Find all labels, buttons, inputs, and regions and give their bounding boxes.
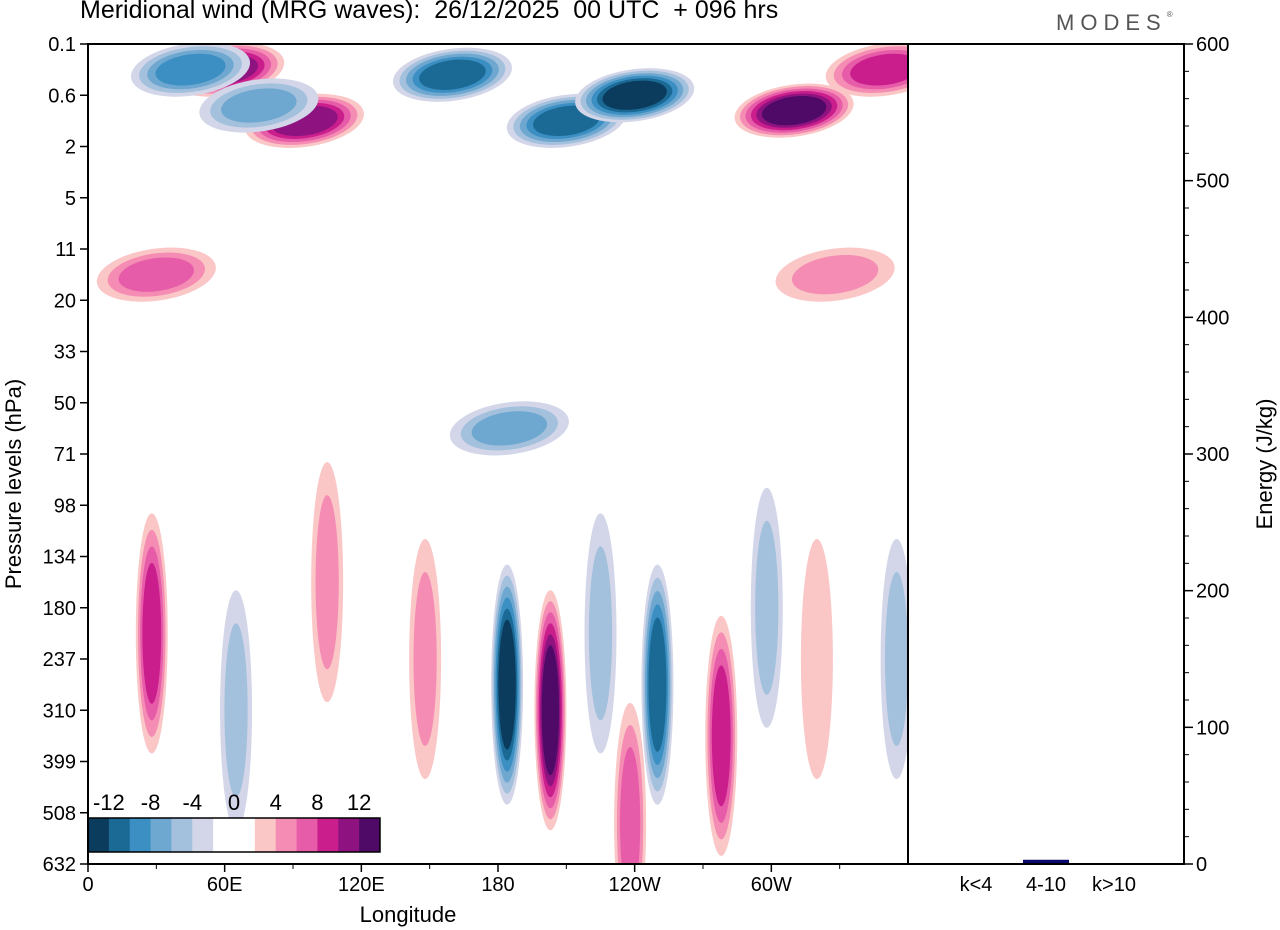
- colorbar-swatch: [234, 818, 256, 852]
- energy-y-tick-label: 300: [1196, 444, 1229, 466]
- contour-ring-8-3: [850, 53, 908, 86]
- energy-y-tick-label: 0: [1196, 854, 1207, 876]
- contour-ring-6-5: [602, 80, 667, 110]
- colorbar-swatch: [338, 818, 360, 852]
- x-tick-label: 120E: [338, 874, 385, 896]
- modes-logo: MODES®: [1056, 10, 1173, 35]
- contour-ring-3-2: [221, 88, 297, 123]
- colorbar-label: -4: [183, 790, 203, 815]
- contour-ring-7-5: [761, 95, 827, 126]
- x-tick-label: 60E: [207, 874, 243, 896]
- colorbar-swatch: [129, 818, 152, 852]
- y-axis-label: Pressure levels (hPa): [1, 379, 26, 589]
- colorbar-swatch: [275, 818, 298, 852]
- colorbar-label: -8: [141, 790, 161, 815]
- y-tick-label: 399: [43, 752, 76, 774]
- colorbar-label: 4: [270, 790, 282, 815]
- energy-bars: [953, 859, 1137, 864]
- contour-ring-19-2: [620, 747, 641, 864]
- contour-ring-16-5: [498, 619, 516, 750]
- contour-ring-11-1: [791, 254, 879, 295]
- contour-ring-12-3: [142, 562, 162, 704]
- y-tick-label: 237: [43, 649, 76, 671]
- contour-ring-23-0: [800, 539, 833, 779]
- axes: 0.1 0.6 2 5 11 20 33 50 71 98 134 180 237 310 399 508 63…: [1, 34, 1277, 927]
- contour-ring-15-1: [413, 572, 437, 746]
- y-tick-label: 180: [43, 598, 76, 620]
- y-tick-label: 5: [65, 188, 76, 210]
- contour-ring-10-2: [471, 411, 548, 446]
- contour-ring-20-4: [648, 617, 667, 752]
- energy-axis-label: Energy (J/kg): [1252, 399, 1277, 530]
- y-tick-label: 310: [43, 700, 76, 722]
- colorbar-label: 0: [228, 790, 240, 815]
- colorbar-swatch: [296, 818, 318, 852]
- contour-ring-24-1: [885, 572, 908, 746]
- x-tick-label: 120W: [609, 874, 661, 896]
- x-tick-label: 0: [82, 874, 93, 896]
- contour-ring-9-2: [118, 257, 195, 292]
- colorbar: -12 -8 -4 0 4 8 12: [87, 790, 381, 853]
- colorbar-swatch: [108, 818, 131, 852]
- x-axis-label: Longitude: [360, 902, 457, 927]
- energy-y-tick-label: 500: [1196, 171, 1229, 193]
- colorbar-swatch: [192, 818, 214, 852]
- energy-y-tick-label: 100: [1196, 717, 1229, 739]
- colorbar-label: -12: [93, 790, 125, 815]
- energy-category-label: k>10: [1092, 874, 1136, 896]
- contour-ring-21-3: [711, 665, 731, 807]
- y-tick-label: 632: [43, 854, 76, 876]
- y-tick-label: 11: [55, 239, 76, 261]
- y-tick-label: 20: [54, 290, 76, 312]
- energy-category-label: k<4: [960, 874, 993, 896]
- y-tick-label: 71: [54, 444, 76, 466]
- colorbar-swatch: [254, 818, 277, 852]
- chart-title: Meridional wind (MRG waves): 26/12/2025 …: [80, 0, 779, 24]
- contour-ring-17-5: [541, 645, 560, 776]
- contour-ring-2-3: [155, 53, 226, 86]
- heatmap-field: [96, 44, 908, 864]
- y-tick-label: 2: [65, 137, 76, 159]
- contour-ring-14-1: [315, 495, 339, 670]
- energy-category-label: 4-10: [1026, 874, 1066, 896]
- colorbar-label: 12: [347, 790, 371, 815]
- x-tick-label: 180: [481, 874, 514, 896]
- colorbar-swatch: [317, 818, 339, 852]
- colorbar-swatch: [213, 818, 235, 852]
- y-tick-label: 0.1: [48, 34, 76, 56]
- y-tick-label: 98: [54, 495, 76, 517]
- contour-ring-22-1: [755, 520, 779, 695]
- y-tick-label: 134: [43, 547, 76, 569]
- contour-ring-18-1: [588, 546, 613, 721]
- colorbar-swatch: [359, 818, 381, 852]
- energy-frame: [907, 43, 1185, 865]
- colorbar-label: 8: [311, 790, 323, 815]
- y-tick-label: 508: [43, 803, 76, 825]
- y-tick-label: 50: [54, 393, 76, 415]
- energy-y-tick-label: 200: [1196, 581, 1229, 603]
- y-tick-label: 33: [54, 342, 76, 364]
- energy-y-tick-label: 600: [1196, 34, 1229, 56]
- colorbar-swatch: [150, 818, 172, 852]
- colorbar-swatch: [171, 818, 193, 852]
- x-tick-label: 60W: [751, 874, 792, 896]
- colorbar-swatch: [88, 818, 110, 852]
- contour-ring-4-4: [419, 59, 486, 90]
- y-tick-label: 0.6: [48, 85, 76, 107]
- contour-ring-13-1: [224, 623, 248, 798]
- energy-y-tick-label: 400: [1196, 307, 1229, 329]
